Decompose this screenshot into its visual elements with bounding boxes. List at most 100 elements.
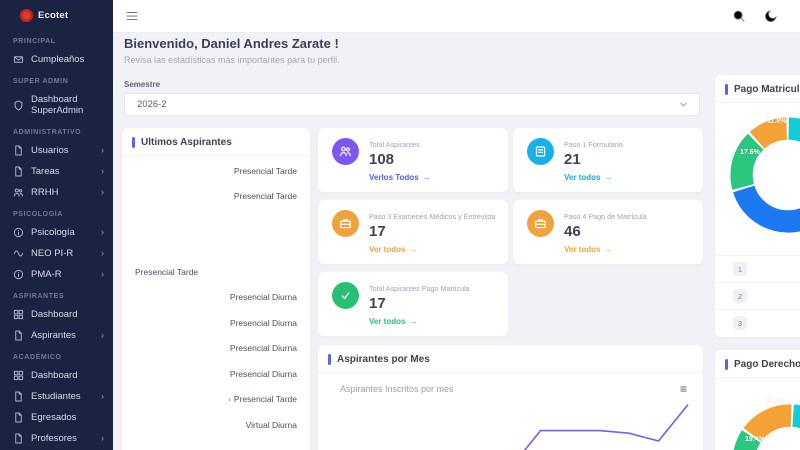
arrow-right-icon: → bbox=[604, 245, 613, 254]
donut-chart bbox=[723, 110, 800, 240]
sidebar-section-superadmin: SUPER ADMIN bbox=[13, 78, 69, 85]
view-all-link[interactable]: Ver todos → bbox=[564, 245, 613, 254]
chevron-down-icon bbox=[678, 99, 689, 110]
aspirant-row[interactable]: Virtual Diurna bbox=[122, 412, 310, 438]
topbar bbox=[113, 0, 800, 33]
sidebar-item-estudiantes[interactable]: Estudiantes › bbox=[0, 386, 113, 407]
file-icon bbox=[13, 412, 24, 423]
moon-icon[interactable] bbox=[764, 9, 778, 23]
search-icon[interactable] bbox=[732, 9, 746, 23]
stat-value: 17 bbox=[369, 223, 386, 240]
sidebar-item-dashboard-superadmin[interactable]: Dashboard SuperAdmin bbox=[0, 89, 113, 121]
aspirant-row[interactable]: Presencial Tarde bbox=[122, 184, 310, 210]
legend-badge: 1 bbox=[733, 262, 747, 276]
view-all-link[interactable]: Ver todos → bbox=[564, 173, 613, 182]
sidebar-item-profesores[interactable]: Profesores › bbox=[0, 428, 113, 449]
legend-badge: 2 bbox=[733, 289, 747, 303]
stat-label: Total Aspirantes Pago Matricula bbox=[369, 284, 470, 293]
brand-logo[interactable]: Ecotet bbox=[0, 0, 113, 30]
file-icon bbox=[13, 330, 24, 341]
briefcase-icon bbox=[527, 210, 554, 237]
sidebar-item-label: Psicología bbox=[31, 227, 75, 238]
aspirant-row[interactable]: Presencial Diurna bbox=[122, 285, 310, 311]
donut-percent-label: 19.4% bbox=[745, 436, 765, 443]
donut-percent-label: 16.1% bbox=[765, 398, 785, 405]
modality-label: Presencial Tarde bbox=[233, 165, 297, 176]
sidebar-section-psicologia: PSICOLOGÍA bbox=[13, 211, 63, 218]
sidebar-item-neo-pi-r[interactable]: NEO PI-R › bbox=[0, 243, 113, 264]
file-icon bbox=[13, 145, 24, 156]
check-icon bbox=[332, 282, 359, 309]
title-accent-bar bbox=[725, 359, 728, 370]
legend-row[interactable]: 2 bbox=[715, 282, 800, 309]
legend-row[interactable]: 1 bbox=[715, 255, 800, 282]
sidebar-item-dashboard-academico[interactable]: Dashboard bbox=[0, 365, 113, 386]
sidebar-section-academico: ACADÉMICO bbox=[13, 354, 62, 361]
pago-matricula-panel: Pago Matricula por As 11.8% 17.6% 1 2 3 bbox=[715, 75, 800, 337]
panel-title: Aspirantes por Mes bbox=[337, 354, 430, 365]
users-icon bbox=[13, 187, 24, 198]
stat-value: 108 bbox=[369, 151, 395, 168]
sidebar-item-rrhh[interactable]: RRHH › bbox=[0, 182, 113, 203]
aspirant-row[interactable]: Presencial Diurna bbox=[122, 310, 310, 336]
sidebar-item-label: Egresados bbox=[31, 412, 77, 423]
title-accent-bar bbox=[328, 354, 331, 365]
arrow-right-icon: → bbox=[604, 173, 613, 182]
sidebar-item-usuarios[interactable]: Usuarios › bbox=[0, 140, 113, 161]
legend-badge: 3 bbox=[733, 316, 747, 330]
chevron-right-icon: › bbox=[101, 269, 104, 279]
arrow-right-icon: → bbox=[409, 245, 418, 254]
aspirant-row[interactable]: › Presencial Tarde bbox=[122, 387, 310, 413]
sidebar-item-label: Dashboard bbox=[31, 309, 78, 320]
sidebar-section-principal: PRINCIPAL bbox=[13, 38, 56, 45]
page-title: Bienvenido, Daniel Andres Zarate ! bbox=[124, 36, 339, 51]
grid-icon bbox=[13, 309, 24, 320]
sidebar-item-label: Usuarios bbox=[31, 145, 69, 156]
donut-legend: 1 2 3 bbox=[715, 255, 800, 336]
wave-icon bbox=[13, 248, 24, 259]
panel-title: Pago Derechos Admisi bbox=[734, 359, 800, 370]
modality-label: Presencial Tarde bbox=[135, 266, 199, 277]
aspirant-row[interactable]: Presencial Diurna bbox=[122, 336, 310, 362]
aspirant-row[interactable]: Presencial Diurna bbox=[122, 361, 310, 387]
donut-percent-label: 11.8% bbox=[767, 118, 787, 125]
stat-label: Paso 3 Examenes Médicos y Entrevista bbox=[369, 212, 496, 221]
view-all-link[interactable]: Ver todos → bbox=[369, 245, 418, 254]
sidebar-item-label: RRHH bbox=[31, 187, 59, 198]
stat-card-paso1-formulario: Paso 1 Formulario 21 Ver todos → bbox=[513, 128, 703, 192]
stat-value: 21 bbox=[564, 151, 581, 168]
sidebar-item-cumpleanos[interactable]: Cumpleaños bbox=[0, 49, 113, 70]
legend-row[interactable]: 3 bbox=[715, 309, 800, 336]
view-all-link[interactable]: Ver todos → bbox=[369, 317, 418, 326]
arrow-right-icon: → bbox=[409, 317, 418, 326]
aspirants-per-month-panel: Aspirantes por Mes Aspirantes Inscritos … bbox=[318, 345, 703, 450]
sidebar-item-label: Dashboard bbox=[31, 370, 78, 381]
donut-percent-label: 17.6% bbox=[740, 149, 760, 156]
sidebar-item-psicologia[interactable]: Psicología › bbox=[0, 222, 113, 243]
sidebar-item-pma-r[interactable]: PMA-R › bbox=[0, 264, 113, 285]
sidebar-item-label: Cumpleaños bbox=[31, 54, 85, 65]
modality-label: Presencial Diurna bbox=[229, 368, 297, 379]
stat-label: Paso 4 Pago de Matrícula bbox=[564, 212, 647, 221]
hamburger-menu-icon[interactable] bbox=[125, 9, 139, 23]
aspirant-row[interactable]: Presencial Tarde bbox=[122, 259, 310, 285]
page-subtitle: Revisa las estadísticas más importantes … bbox=[124, 55, 340, 65]
sidebar-item-aspirantes[interactable]: Aspirantes › bbox=[0, 325, 113, 346]
aspirants-list: Presencial Tarde Presencial Tarde Presen… bbox=[122, 156, 310, 438]
sidebar-item-egresados[interactable]: Egresados bbox=[0, 407, 113, 428]
shield-icon bbox=[13, 100, 24, 111]
chart-menu-icon[interactable]: ≡ bbox=[679, 382, 687, 396]
sidebar-item-tareas[interactable]: Tareas › bbox=[0, 161, 113, 182]
semester-select[interactable]: 2026-2 bbox=[124, 93, 700, 116]
modality-label: Presencial Diurna bbox=[229, 343, 297, 354]
view-all-link[interactable]: Verlos Todos → bbox=[369, 173, 431, 182]
sidebar: Ecotet PRINCIPAL Cumpleaños SUPER ADMIN … bbox=[0, 0, 113, 450]
panel-title: Pago Matricula por As bbox=[734, 84, 800, 95]
stat-card-paso3-examenes: Paso 3 Examenes Médicos y Entrevista 17 … bbox=[318, 200, 508, 264]
aspirant-row[interactable]: Presencial Tarde bbox=[122, 158, 310, 184]
sidebar-item-label: Estudiantes bbox=[31, 391, 81, 402]
chevron-right-icon: › bbox=[101, 330, 104, 340]
sidebar-item-dashboard-aspirantes[interactable]: Dashboard bbox=[0, 304, 113, 325]
latest-aspirants-panel: Ultimos Aspirantes Presencial Tarde Pres… bbox=[122, 128, 310, 450]
